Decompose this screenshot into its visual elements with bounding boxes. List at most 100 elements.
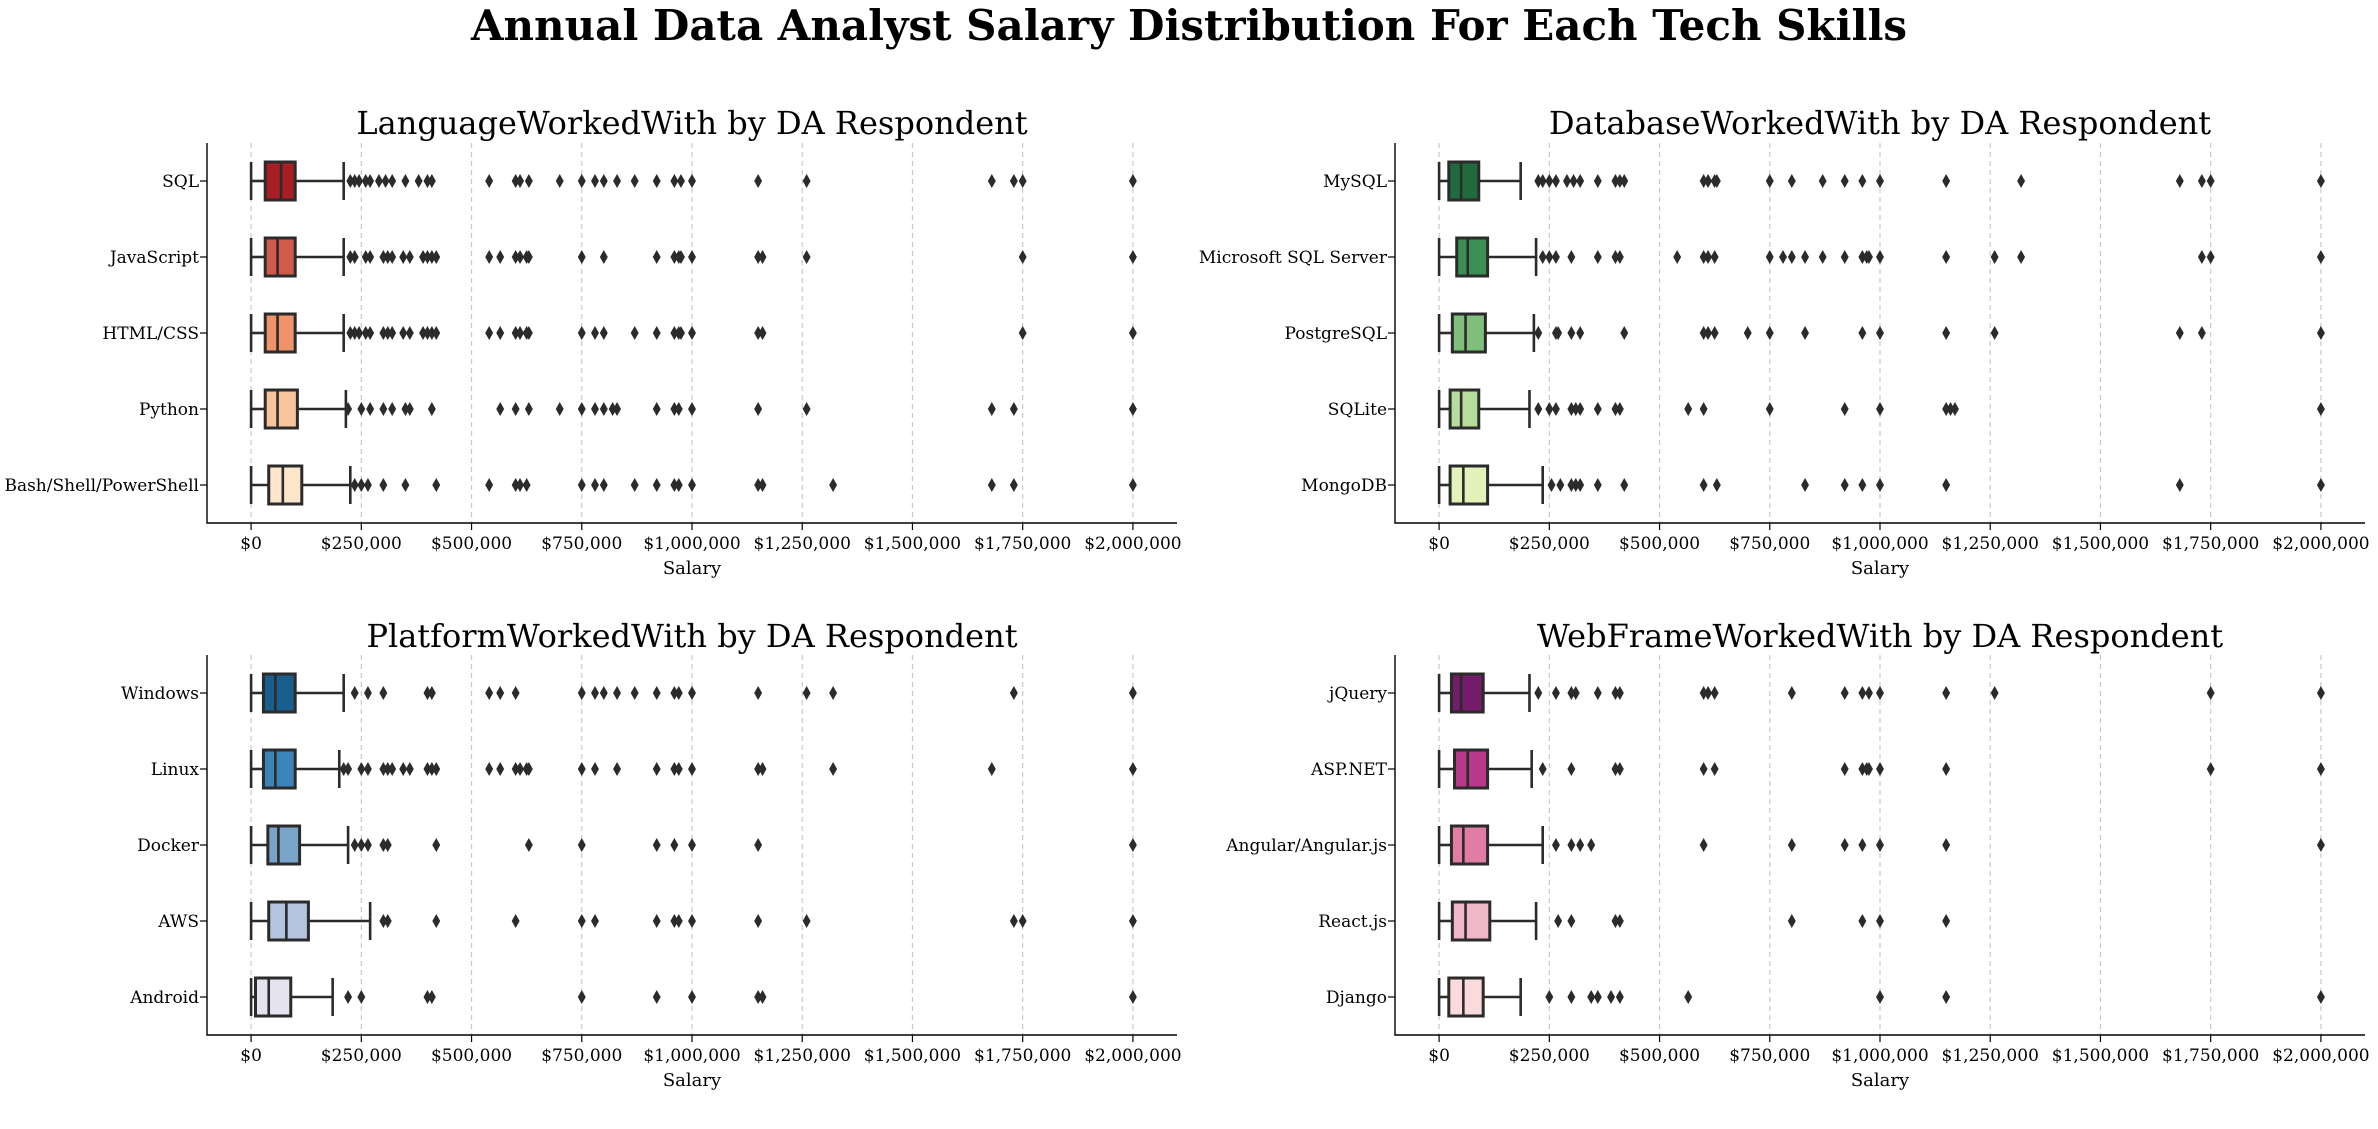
- outlier-point: [381, 174, 390, 188]
- outlier-point: [652, 990, 661, 1004]
- outlier-point: [1576, 838, 1585, 852]
- outlier-point: [1858, 174, 1867, 188]
- outlier-point: [1128, 478, 1137, 492]
- box-React.js: React.js: [1318, 900, 1951, 942]
- outlier-point: [511, 250, 520, 264]
- outlier-point: [591, 762, 599, 776]
- x-tick-label: $2,000,000: [2272, 1046, 2369, 1066]
- y-tick-label: Django: [1326, 988, 1387, 1008]
- x-tick-label: $1,750,000: [2162, 1046, 2259, 1066]
- outlier-point: [1779, 250, 1787, 264]
- outlier-point: [802, 174, 811, 188]
- outlier-point: [758, 478, 767, 492]
- outlier-point: [670, 686, 679, 700]
- outlier-point: [1765, 402, 1774, 416]
- outlier-point: [1128, 686, 1137, 700]
- outlier-point: [363, 838, 372, 852]
- outlier-point: [802, 686, 811, 700]
- outlier-point: [1876, 914, 1884, 928]
- y-tick-label: Bash/Shell/PowerShell: [4, 476, 199, 496]
- outlier-point: [670, 250, 679, 264]
- outlier-point: [1858, 914, 1867, 928]
- outlier-point: [485, 250, 494, 264]
- box-JavaScript: JavaScript: [108, 236, 1137, 278]
- outlier-point: [1615, 250, 1624, 264]
- outlier-point: [591, 686, 599, 700]
- x-tick-label: $1,250,000: [1942, 534, 2039, 554]
- outlier-point: [1990, 250, 1999, 264]
- x-tick-label: $1,750,000: [2162, 534, 2259, 554]
- outlier-point: [524, 402, 533, 416]
- outlier-point: [427, 686, 436, 700]
- x-tick-label: $1,250,000: [754, 534, 851, 554]
- outlier-point: [1128, 402, 1137, 416]
- outlier-point: [987, 402, 996, 416]
- outlier-point: [427, 326, 436, 340]
- outlier-point: [1942, 838, 1951, 852]
- x-tick-label: $1,500,000: [2052, 1046, 2149, 1066]
- panel-title: WebFrameWorkedWith by DA Respondent: [1537, 617, 2223, 655]
- outlier-point: [1615, 686, 1624, 700]
- outlier-point: [379, 402, 388, 416]
- outlier-point: [599, 250, 608, 264]
- outlier-point: [427, 990, 436, 1004]
- outlier-point: [1534, 174, 1543, 188]
- figure-title: Annual Data Analyst Salary Distribution …: [470, 1, 1907, 50]
- y-tick-label: JavaScript: [108, 248, 199, 268]
- x-tick-label: $250,000: [1509, 534, 1590, 554]
- outlier-point: [613, 402, 622, 416]
- outlier-point: [1587, 990, 1596, 1004]
- outlier-point: [1615, 174, 1624, 188]
- outlier-point: [1611, 250, 1620, 264]
- box-Android: Android: [129, 976, 1137, 1018]
- outlier-point: [1554, 326, 1563, 340]
- outlier-point: [2175, 478, 2184, 492]
- box-SQL: SQL: [162, 160, 1137, 202]
- outlier-point: [1611, 402, 1620, 416]
- x-tick-label: $2,000,000: [1084, 1046, 1181, 1066]
- iqr-box: [1450, 312, 1487, 354]
- outlier-point: [1128, 326, 1137, 340]
- outlier-point: [1787, 838, 1796, 852]
- outlier-point: [670, 762, 679, 776]
- outlier-point: [1946, 402, 1955, 416]
- outlier-point: [423, 326, 432, 340]
- x-tick-label: $1,250,000: [1942, 1046, 2039, 1066]
- outlier-point: [1704, 686, 1713, 700]
- outlier-point: [432, 914, 441, 928]
- y-tick-label: SQLite: [1328, 400, 1387, 420]
- outlier-point: [652, 326, 661, 340]
- x-tick-label: $2,000,000: [2272, 534, 2369, 554]
- x-axis-label: Salary: [1851, 558, 1910, 579]
- x-tick-label: $250,000: [321, 1046, 402, 1066]
- outlier-point: [1858, 250, 1867, 264]
- outlier-point: [1840, 762, 1849, 776]
- outlier-point: [1858, 326, 1867, 340]
- outlier-point: [577, 762, 586, 776]
- outlier-point: [423, 762, 432, 776]
- outlier-point: [2017, 174, 2026, 188]
- outlier-point: [1699, 478, 1708, 492]
- outlier-point: [754, 914, 763, 928]
- outlier-point: [379, 914, 388, 928]
- outlier-point: [677, 174, 685, 188]
- outlier-point: [1699, 174, 1708, 188]
- y-tick-label: Windows: [121, 684, 199, 704]
- outlier-point: [344, 762, 353, 776]
- outlier-point: [1876, 686, 1884, 700]
- y-tick-label: Linux: [151, 760, 200, 780]
- outlier-point: [688, 990, 696, 1004]
- box-Django: Django: [1326, 976, 2325, 1018]
- box-PostgreSQL: PostgreSQL: [1285, 312, 2325, 354]
- outlier-point: [1611, 686, 1620, 700]
- x-tick-label: $500,000: [431, 534, 512, 554]
- outlier-point: [524, 762, 533, 776]
- outlier-point: [1593, 478, 1602, 492]
- outlier-point: [1009, 402, 1018, 416]
- outlier-point: [1576, 174, 1585, 188]
- outlier-point: [591, 326, 599, 340]
- outlier-point: [1710, 762, 1719, 776]
- outlier-point: [379, 326, 388, 340]
- outlier-point: [1576, 478, 1585, 492]
- outlier-point: [670, 174, 679, 188]
